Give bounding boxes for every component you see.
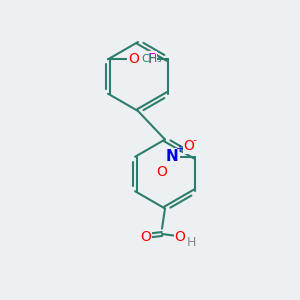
Text: CH₃: CH₃ (142, 54, 163, 64)
Text: O: O (175, 230, 185, 244)
Text: H: H (187, 236, 196, 249)
Text: -: - (193, 135, 197, 145)
Text: F: F (147, 52, 155, 66)
Text: O: O (156, 165, 167, 179)
Text: O: O (140, 230, 151, 244)
Text: O: O (128, 52, 139, 66)
Text: O: O (183, 139, 194, 153)
Text: N: N (166, 149, 179, 164)
Text: +: + (175, 144, 183, 154)
